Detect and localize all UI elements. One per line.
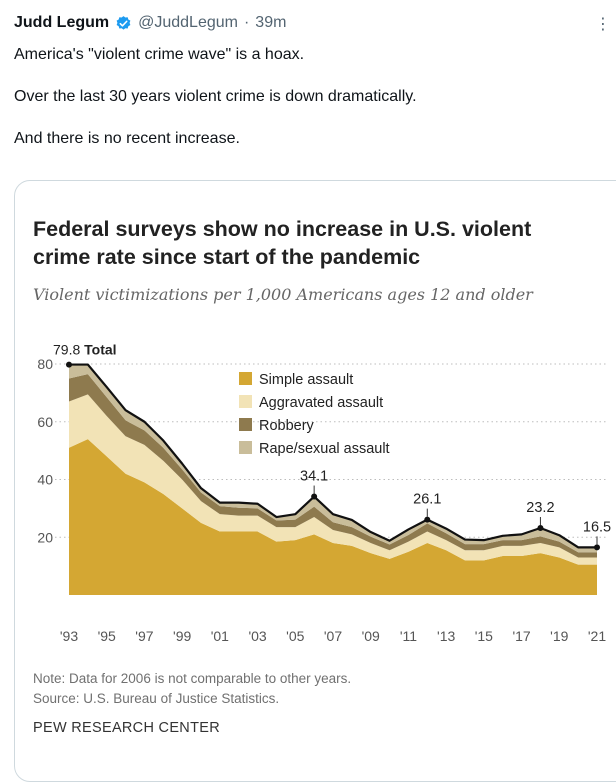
annotation-label: 23.2 (526, 500, 554, 516)
x-tick-label: '97 (135, 628, 153, 644)
x-tick-label: '17 (512, 628, 530, 644)
author-name[interactable]: Judd Legum (14, 14, 110, 31)
area-robbery (69, 374, 597, 558)
legend-label: Robbery (259, 418, 315, 434)
x-tick-label: '15 (475, 628, 493, 644)
chart-title: Federal surveys show no increase in U.S.… (33, 217, 532, 269)
ellipsis-icon[interactable]: ⋮ (595, 16, 612, 33)
x-tick-label: '13 (437, 628, 455, 644)
annotation-label: 79.8 Total (53, 342, 117, 358)
chart-subtitle: Violent victimizations per 1,000 America… (33, 285, 533, 304)
legend-label: Simple assault (259, 372, 353, 388)
y-tick-label: 20 (37, 529, 53, 545)
tweet-header: Judd Legum @JuddLegum · 39m (14, 14, 286, 32)
legend-label: Rape/sexual assault (259, 441, 390, 457)
y-tick-label: 60 (37, 414, 53, 430)
x-tick-label: '03 (248, 628, 266, 644)
x-tick-label: '21 (588, 628, 606, 644)
x-tick-label: '01 (211, 628, 229, 644)
total-point (66, 361, 72, 368)
total-line (69, 363, 597, 549)
total-point (311, 493, 318, 500)
x-tick-label: '11 (400, 628, 417, 644)
legend-swatch (239, 418, 252, 431)
annotation-label: 26.1 (413, 492, 441, 508)
verified-badge-icon (115, 15, 132, 32)
total-point (537, 525, 544, 532)
area-simple-assault (69, 439, 597, 595)
chart-note: Note: Data for 2006 is not comparable to… (33, 671, 352, 686)
legend-label: Aggravated assault (259, 395, 383, 411)
tweet-text: America's "violent crime wave" is a hoax… (14, 44, 604, 170)
y-tick-label: 40 (37, 472, 53, 488)
x-tick-label: '09 (362, 628, 380, 644)
brand-name: PEW RESEARCH CENTER (33, 720, 220, 736)
header-separator: · (243, 14, 250, 31)
annotation-label: 16.5 (583, 519, 611, 535)
annotation-label: 34.1 (300, 469, 328, 485)
legend-swatch (239, 372, 252, 385)
total-point (594, 544, 600, 551)
x-tick-label: '99 (173, 628, 191, 644)
x-tick-label: '07 (324, 628, 342, 644)
tweet-line: Over the last 30 years violent crime is … (14, 88, 417, 105)
area-aggravated-assault (69, 394, 597, 565)
x-tick-label: '19 (550, 628, 568, 644)
total-point (424, 516, 431, 523)
author-handle[interactable]: @JuddLegum (138, 14, 238, 31)
legend-swatch (239, 395, 252, 408)
chart-source: Source: U.S. Bureau of Justice Statistic… (33, 691, 280, 706)
chart-image-card[interactable]: Federal surveys show no increase in U.S.… (14, 180, 616, 782)
y-tick-label: 80 (37, 356, 53, 372)
tweet-line: America's "violent crime wave" is a hoax… (14, 46, 305, 63)
legend-swatch (239, 441, 252, 454)
chart-notes: Note: Data for 2006 is not comparable to… (33, 669, 351, 709)
x-tick-label: '05 (286, 628, 304, 644)
x-tick-label: '93 (60, 628, 78, 644)
tweet-timestamp[interactable]: 39m (255, 14, 287, 31)
tweet-line: And there is no recent increase. (14, 130, 240, 147)
x-tick-label: '95 (98, 628, 116, 644)
